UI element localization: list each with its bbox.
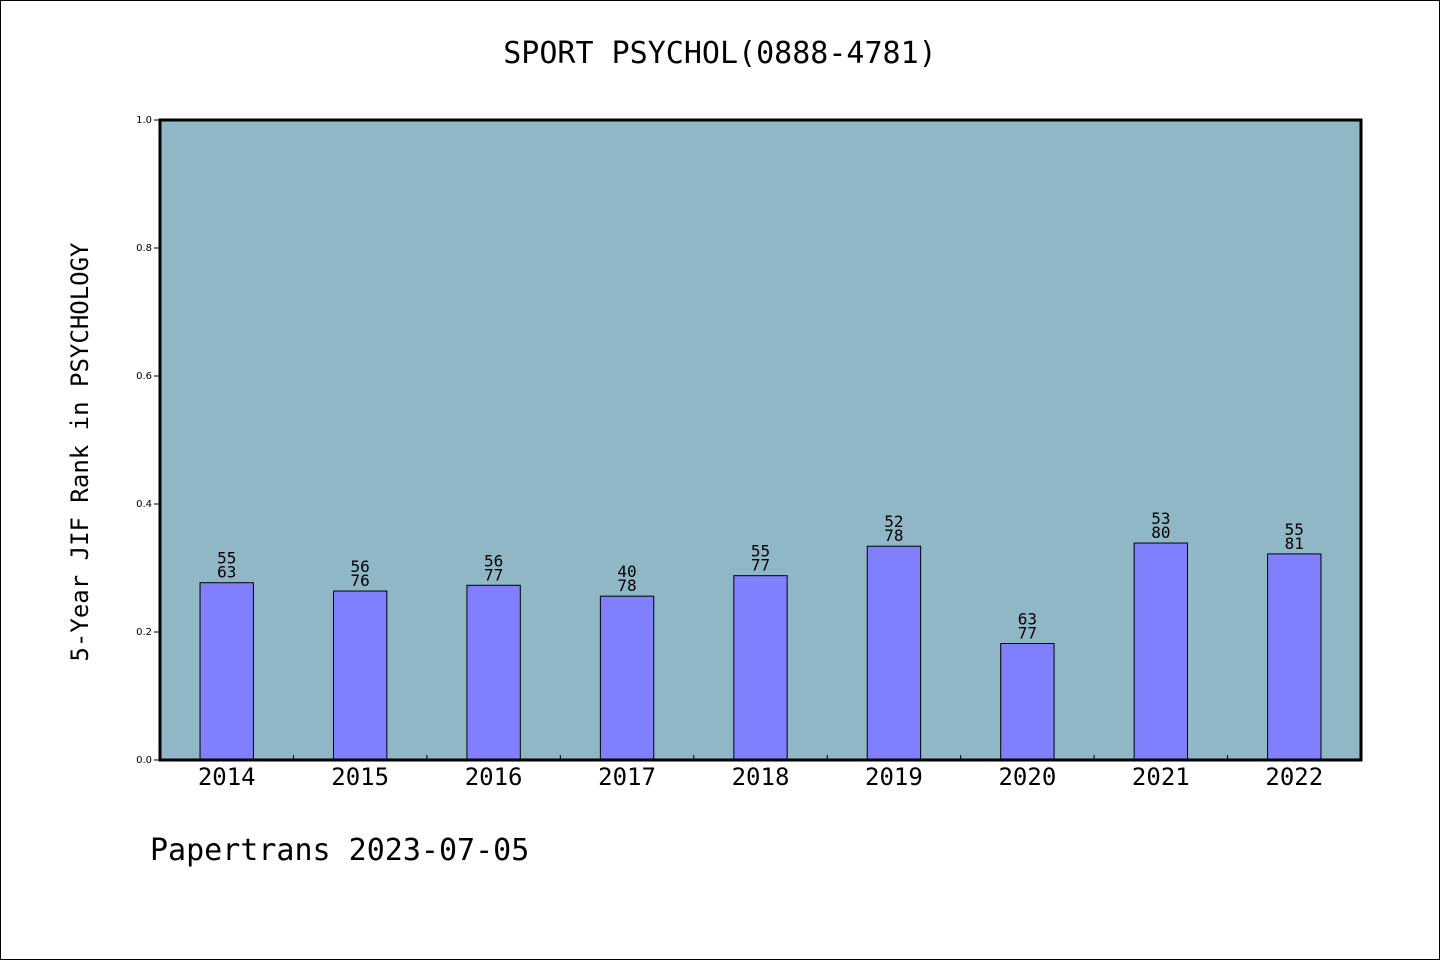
data-label-total: 80 (1151, 523, 1170, 542)
bar (866, 545, 922, 761)
bar (1267, 553, 1322, 761)
y-tick-label: 1.0 (136, 115, 152, 126)
x-tick-label: 2019 (865, 763, 923, 791)
bar (466, 584, 521, 761)
data-label-rank: 55 (1285, 520, 1304, 539)
data-label-rank: 55 (751, 542, 770, 561)
x-tick-label: 2020 (998, 763, 1056, 791)
bar (1133, 542, 1189, 761)
bar (199, 582, 254, 761)
y-tick-label: 0.6 (136, 371, 152, 382)
data-label-rank: 56 (351, 557, 370, 576)
bar (599, 595, 655, 761)
bar (733, 575, 788, 761)
x-tick-label: 2015 (331, 763, 389, 791)
y-tick-label: 0.0 (136, 755, 152, 766)
data-label-total: 77 (751, 556, 770, 575)
plot-frame (158, 118, 1363, 762)
x-tick-label: 2018 (732, 763, 790, 791)
data-label-rank: 40 (617, 562, 636, 581)
x-tick-label: 2016 (465, 763, 523, 791)
y-tick-label: 0.2 (136, 627, 152, 638)
chart-title: SPORT PSYCHOL(0888-4781) (503, 36, 937, 71)
data-label-rank: 55 (217, 549, 236, 568)
data-label-total: 78 (884, 526, 903, 545)
x-tick-label: 2021 (1132, 763, 1190, 791)
footer-credit: Papertrans 2023-07-05 (150, 833, 530, 868)
y-tick-label: 0.8 (136, 243, 152, 254)
data-label-total: 78 (617, 576, 636, 595)
data-label-rank: 53 (1151, 509, 1170, 528)
data-label-total: 77 (484, 565, 503, 584)
data-label-total: 81 (1285, 534, 1304, 553)
y-tick-label: 0.4 (136, 499, 152, 510)
data-label-rank: 63 (1018, 610, 1037, 629)
data-label-total: 77 (1018, 624, 1037, 643)
bar (332, 590, 388, 761)
data-label-rank: 56 (484, 551, 503, 570)
x-tick-label: 2014 (198, 763, 256, 791)
data-label-rank: 52 (884, 512, 903, 531)
x-tick-label: 2017 (598, 763, 656, 791)
data-label-total: 63 (217, 563, 236, 582)
bar (1000, 643, 1055, 761)
x-tick-label: 2022 (1265, 763, 1323, 791)
data-label-total: 76 (351, 571, 370, 590)
